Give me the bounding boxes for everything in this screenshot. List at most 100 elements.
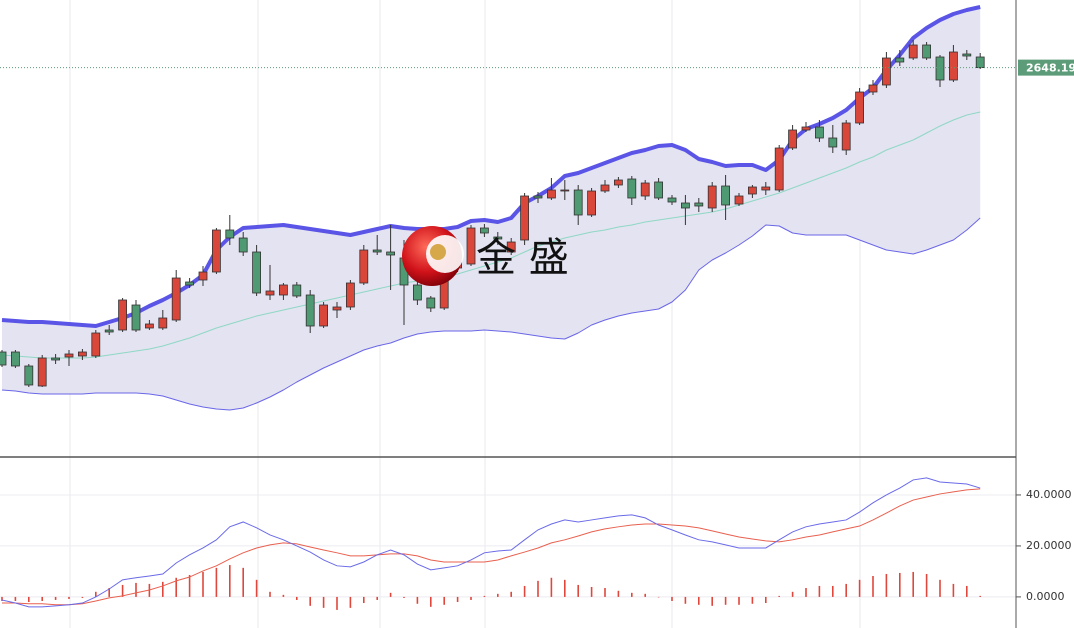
candle-body [935,56,945,81]
macd-bar [604,587,606,597]
macd-bar [349,596,352,608]
candle-body [815,126,824,139]
macd-bar [738,596,740,605]
macd-bar [577,584,579,597]
macd-bar [95,591,97,597]
candle-body [573,189,583,216]
candle-body [185,281,195,286]
band-fill [2,7,981,410]
macd-bar [188,574,191,597]
macd-bar [845,583,847,597]
macd-bar [899,572,901,597]
candle-body [292,284,302,297]
last-price-label: 2648.190 [1026,62,1074,75]
candle-body [640,182,650,197]
middle-band [1,111,981,359]
macd-bar [510,591,512,597]
candle-body [131,304,141,331]
macd-bar [564,579,566,597]
candle-body [694,202,704,207]
candle-body [627,178,637,199]
macd-bar [162,581,164,597]
macd-bar [550,577,553,597]
macd-bar [724,596,727,605]
candle-body [962,53,972,57]
candle-body [104,329,114,333]
candle-body [91,332,101,357]
macd-bar [416,596,419,604]
candle-body [895,57,905,63]
macd-bar [456,596,459,603]
macd-bar [389,592,392,597]
macd-bar [858,579,861,597]
candle-body [506,241,516,253]
macd-bar [403,596,405,598]
macd-bar [376,596,378,600]
candle-body [533,195,543,199]
candle-body [238,237,248,253]
macd-bar [54,596,57,600]
dif-line [1,477,981,608]
candle-body [118,299,127,331]
candle-body [479,227,489,234]
candle-body [265,290,275,296]
candle-body [949,51,958,81]
candle-body [10,351,20,367]
candle-body [520,195,529,241]
candle-body [975,56,985,69]
macd-bar [443,596,445,605]
price-panel: 2648.190 [0,5,1074,411]
candle-body [51,357,60,361]
macd-bar [255,579,258,597]
candle-body [466,227,476,265]
candle-body [493,236,503,240]
candle-body [386,251,396,256]
candle-body [721,185,730,206]
upper-band [1,5,981,328]
macd-bar [1,596,3,601]
candle-body [252,251,262,294]
macd-bar [952,583,955,597]
candle-body [158,317,168,329]
candle-body [144,323,154,329]
candle-body [0,351,7,366]
macd-bar [202,571,204,597]
y-tick-label: 0.0000 [1026,590,1065,603]
macd-bar [121,584,124,597]
candle-body [600,184,610,192]
candle-body [587,190,596,216]
macd-bar [791,591,794,597]
macd-bar [309,596,311,606]
macd-bar [537,580,539,597]
candle-body [211,229,221,273]
last-price-box [1018,59,1074,76]
macd-bar [925,573,928,597]
candle-body [372,249,382,253]
macd-bar [497,593,499,597]
macd-bar [979,595,981,597]
y-tick-label: 20.0000 [1026,539,1072,552]
macd-bar [68,596,70,599]
candle-body [828,137,838,148]
macd-bar [81,596,84,598]
macd-bar [470,596,472,600]
macd-bar [242,567,244,597]
candle-body [412,284,422,301]
macd-bar [28,596,30,603]
candle-body [855,91,864,124]
macd-bar [135,582,137,597]
candle-body [305,294,315,327]
macd-bar [363,596,365,604]
macd-bar [966,585,968,597]
macd-bar [430,596,432,607]
macd-bar [885,573,888,597]
macd-bar [175,577,177,597]
candle-body [560,189,570,192]
macd-bar [282,594,285,597]
macd-bar [523,585,526,597]
candle-body [681,202,690,209]
candle-body [707,185,717,209]
macd-bar [684,596,687,604]
